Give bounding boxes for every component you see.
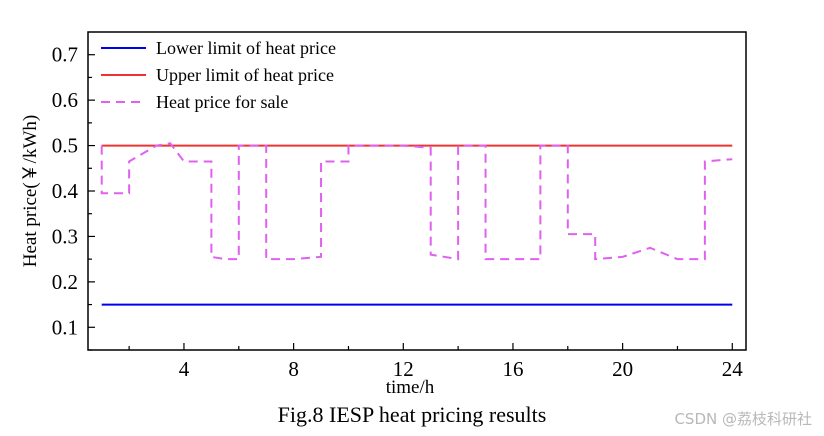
- legend-label-1: Lower limit of heat price: [156, 38, 336, 58]
- x-tick-label: 20: [612, 357, 633, 381]
- y-tick-label: 0.4: [52, 179, 79, 203]
- y-axis-title: Heat price(￥/kWh): [20, 115, 41, 267]
- series-line-3: [100, 142, 733, 261]
- x-tick-label: 12: [393, 357, 414, 381]
- y-tick-label: 0.2: [52, 270, 78, 294]
- figure-caption: Fig.8 IESP heat pricing results: [277, 402, 547, 427]
- heat-price-chart: 4 8 12 16 20 24 0.1 0.2 0.3 0.4 0.5 0.6 0.7 time/h Hea…: [20, 31, 747, 398]
- legend-label-3: Heat price for sale: [156, 92, 288, 112]
- x-tick-label: 24: [722, 357, 744, 381]
- y-tick-label: 0.3: [52, 224, 78, 248]
- x-tick-label: 8: [288, 357, 299, 381]
- x-axis-title: time/h: [386, 377, 435, 398]
- y-tick-label: 0.1: [52, 315, 78, 339]
- legend: Lower limit of heat price Upper limit of …: [101, 38, 336, 112]
- y-tick-label: 0.7: [52, 43, 78, 67]
- watermark: CSDN @荔枝科研社: [674, 410, 812, 428]
- x-tick-label: 4: [179, 357, 190, 381]
- legend-label-2: Upper limit of heat price: [156, 65, 334, 85]
- plot-area: [100, 142, 733, 306]
- axes: 4 8 12 16 20 24 0.1 0.2 0.3 0.4 0.5 0.6 0.7 time/h Hea…: [20, 31, 747, 398]
- y-tick-label: 0.6: [52, 88, 78, 112]
- x-tick-label: 16: [502, 357, 523, 381]
- y-tick-label: 0.5: [52, 134, 78, 158]
